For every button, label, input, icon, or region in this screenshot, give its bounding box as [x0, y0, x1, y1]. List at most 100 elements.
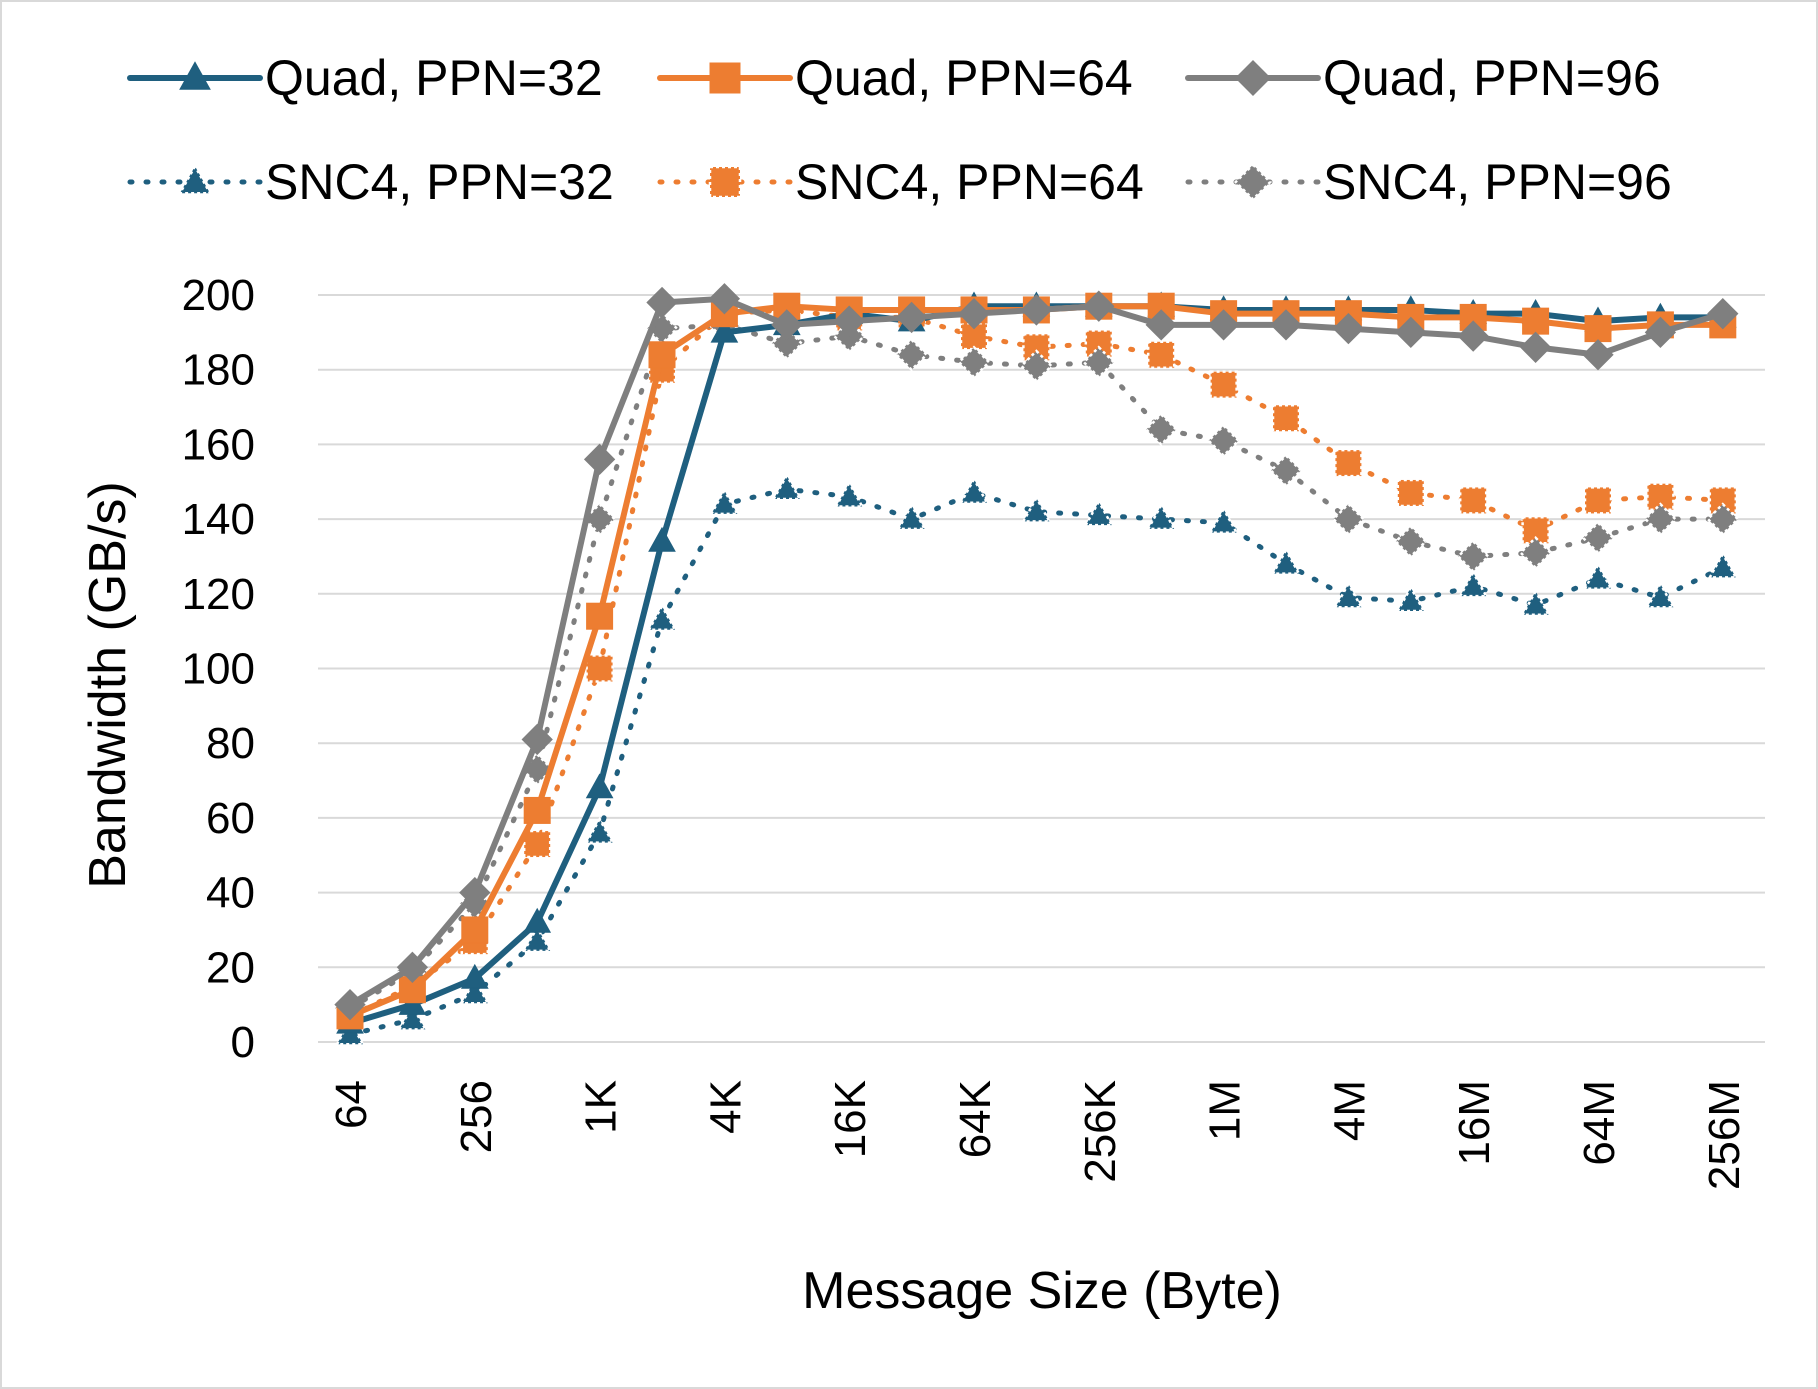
y-tick-label: 180	[182, 346, 255, 395]
data-point	[771, 472, 802, 501]
data-point	[894, 338, 929, 372]
legend-label: Quad, PPN=64	[795, 50, 1133, 106]
data-point	[1518, 535, 1553, 570]
legend-marker	[179, 61, 211, 90]
x-tick-label: 256M	[1700, 1080, 1749, 1190]
data-point	[1395, 316, 1427, 349]
data-point	[1706, 502, 1740, 536]
x-tick-label: 4K	[701, 1080, 750, 1134]
data-point	[1206, 423, 1241, 458]
legend-item: SNC4, PPN=64	[657, 154, 1144, 210]
y-tick-label: 20	[206, 943, 255, 992]
data-point	[1020, 294, 1053, 326]
data-point	[1394, 524, 1428, 559]
data-point	[585, 654, 614, 683]
data-point	[1331, 502, 1366, 536]
legend-item: SNC4, PPN=96	[1185, 154, 1672, 210]
data-point	[1019, 349, 1054, 383]
data-point	[895, 301, 928, 334]
x-tick-label: 64	[327, 1080, 376, 1129]
data-point	[396, 951, 429, 983]
data-point	[833, 305, 865, 337]
series-group	[333, 283, 1740, 1046]
data-point	[1456, 539, 1490, 574]
data-point	[1584, 315, 1612, 343]
data-point	[1458, 486, 1488, 515]
data-point	[896, 502, 927, 531]
data-point	[770, 326, 804, 361]
series-quad-ppn-32	[336, 291, 1737, 1034]
data-point	[1520, 588, 1551, 617]
data-point	[648, 526, 676, 552]
data-point	[710, 317, 739, 343]
data-point	[1021, 495, 1052, 523]
data-point	[1334, 448, 1363, 478]
series-line	[347, 295, 1726, 1008]
legend-item: Quad, PPN=96	[1185, 50, 1661, 106]
data-point	[1271, 404, 1301, 433]
data-point	[582, 502, 617, 536]
data-point	[1146, 502, 1177, 531]
y-tick-label: 80	[206, 719, 255, 768]
data-point	[1395, 585, 1426, 613]
data-point	[1270, 309, 1302, 341]
data-point	[771, 309, 803, 341]
legend-label: SNC4, PPN=64	[795, 154, 1144, 210]
x-tick-label: 1K	[577, 1080, 626, 1134]
data-point	[1581, 521, 1615, 555]
legend-label: Quad, PPN=96	[1323, 50, 1661, 106]
data-point	[1269, 453, 1303, 488]
y-tick-label: 0	[231, 1018, 255, 1067]
data-point	[584, 816, 615, 844]
data-point	[1707, 551, 1738, 579]
data-point	[1144, 412, 1178, 447]
data-point	[1022, 333, 1051, 362]
data-point	[460, 963, 489, 989]
legend-marker	[177, 163, 213, 195]
legend-label: SNC4, PPN=96	[1323, 154, 1672, 210]
data-point	[1208, 506, 1239, 534]
data-point	[1582, 339, 1614, 371]
y-tick-label: 100	[182, 645, 255, 694]
data-point	[1645, 581, 1676, 609]
series-quad-ppn-96	[334, 283, 1739, 1021]
x-tick-label: 64M	[1575, 1080, 1624, 1166]
series-quad-ppn-64	[336, 292, 1737, 1030]
x-axis-title: Message Size (Byte)	[802, 1262, 1282, 1320]
data-point	[646, 286, 678, 319]
legend-item: Quad, PPN=32	[127, 50, 603, 106]
data-point	[1083, 290, 1115, 322]
data-point	[1519, 331, 1552, 363]
data-point	[1458, 570, 1489, 598]
data-point	[648, 341, 676, 369]
data-point	[461, 916, 489, 944]
data-point	[709, 487, 740, 516]
data-point	[522, 924, 553, 953]
x-tick-label: 4M	[1325, 1080, 1374, 1141]
data-point	[523, 796, 551, 824]
data-point	[1396, 478, 1426, 508]
legend-marker	[709, 62, 741, 94]
data-point	[585, 773, 614, 799]
data-point	[523, 907, 552, 933]
data-point	[708, 283, 741, 315]
legend-label: Quad, PPN=32	[265, 50, 603, 106]
legend-marker	[708, 165, 742, 199]
data-point	[459, 876, 491, 909]
data-point	[958, 476, 990, 504]
y-tick-label: 140	[182, 495, 255, 544]
data-point	[834, 480, 865, 508]
data-point	[1643, 502, 1678, 536]
data-point	[1707, 298, 1739, 330]
data-point	[1644, 316, 1677, 349]
data-point	[1082, 345, 1116, 379]
data-point	[1146, 340, 1176, 370]
data-point	[1209, 370, 1238, 399]
data-point	[957, 345, 991, 379]
data-point	[522, 829, 552, 859]
x-tick-label: 256	[452, 1080, 501, 1153]
data-point	[1145, 309, 1177, 341]
y-tick-label: 200	[182, 271, 255, 320]
